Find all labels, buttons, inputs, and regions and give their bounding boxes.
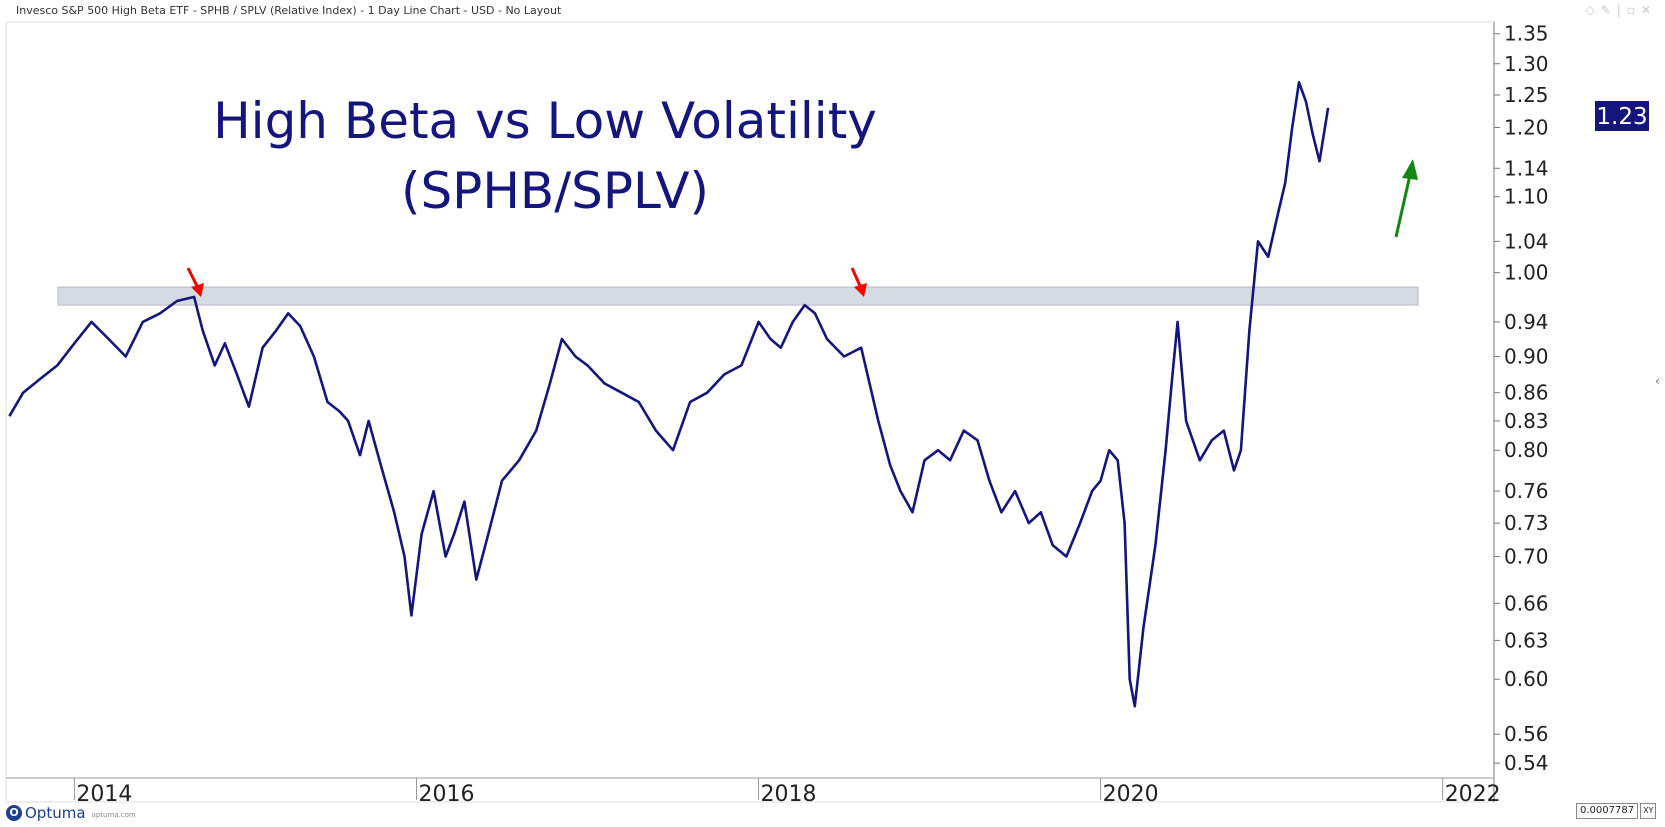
- x-tick-label: 2016: [418, 782, 474, 807]
- y-tick-label: 0.83: [1504, 409, 1549, 433]
- y-tick-label: 1.30: [1504, 52, 1549, 76]
- last-value-label: 1.23: [1596, 104, 1647, 130]
- y-tick-label: 1.35: [1504, 22, 1549, 46]
- y-tick-label: 0.70: [1504, 545, 1549, 569]
- collapse-panel-icon[interactable]: ‹: [1655, 374, 1660, 388]
- y-tick-label: 0.60: [1504, 667, 1549, 691]
- resistance-band: [57, 286, 1419, 306]
- y-tick-label: 1.25: [1504, 83, 1549, 107]
- window-controls: ◇✎|▫✕: [1585, 3, 1657, 17]
- pin-icon[interactable]: ✎: [1600, 3, 1617, 17]
- green-arrow-shaft: [1394, 174, 1412, 238]
- restore-icon[interactable]: ▫: [1626, 3, 1641, 17]
- optuma-logo: O Optuma optuma.com: [6, 803, 136, 823]
- y-tick-label: 0.54: [1504, 751, 1549, 775]
- logo-subtext: optuma.com: [91, 811, 136, 819]
- red-arrow-2018-shaft: [850, 267, 863, 289]
- y-tick-label: 1.04: [1504, 229, 1549, 253]
- y-tick-label: 0.73: [1504, 511, 1549, 535]
- red-arrow-2014-shaft: [186, 267, 200, 289]
- window-title-bar: Invesco S&P 500 High Beta ETF - SPHB / S…: [0, 0, 1665, 22]
- y-tick-label: 0.63: [1504, 628, 1549, 652]
- y-tick-label: 0.86: [1504, 381, 1549, 405]
- x-tick-label: 2022: [1445, 782, 1501, 807]
- red-arrow-2014-head: [191, 283, 204, 297]
- green-arrow-up: [1394, 159, 1418, 238]
- y-tick-label: 0.90: [1504, 344, 1549, 368]
- y-tick-label: 0.66: [1504, 591, 1549, 615]
- optuma-logo-icon: O: [6, 805, 22, 821]
- y-tick-label: 0.94: [1504, 310, 1549, 334]
- y-tick-label: 1.14: [1504, 156, 1549, 180]
- window-title: Invesco S&P 500 High Beta ETF - SPHB / S…: [16, 4, 562, 17]
- y-tick-label: 0.80: [1504, 438, 1549, 462]
- last-value-badge: 1.23: [1595, 101, 1649, 131]
- close-icon[interactable]: ✕: [1640, 3, 1657, 17]
- x-tick-label: 2018: [761, 782, 817, 807]
- green-arrow-head: [1402, 159, 1418, 180]
- scale-readout: 0.0007787 XY: [1576, 803, 1657, 819]
- scale-value[interactable]: 0.0007787: [1576, 803, 1639, 819]
- logo-text: Optuma: [25, 804, 86, 822]
- last-value-box: [1595, 101, 1649, 131]
- x-tick-label: 2014: [76, 782, 132, 807]
- plot-area: [5, 21, 1495, 803]
- diamond-icon[interactable]: ◇: [1585, 3, 1601, 17]
- red-arrow-2018: [850, 267, 867, 297]
- y-tick-label: 1.10: [1504, 185, 1549, 209]
- series-line-sphb-splv: [8, 81, 1330, 708]
- y-tick-label: 1.20: [1504, 115, 1549, 139]
- xy-toggle[interactable]: XY: [1640, 803, 1657, 819]
- y-tick-label: 0.56: [1504, 722, 1549, 746]
- y-tick-label: 0.76: [1504, 479, 1549, 503]
- divider-icon: |: [1616, 3, 1627, 17]
- y-axis-ticks: 1.35 1.30 1.25 1.20 1.14 1.10 1.04 1.00 0.94 0.90…: [1494, 22, 1549, 775]
- chart-title: High Beta vs Low Volatility: [213, 92, 877, 150]
- chart-subtitle: (SPHB/SPLV): [401, 162, 709, 220]
- y-tick-label: 1.00: [1504, 261, 1549, 285]
- x-tick-label: 2020: [1103, 782, 1159, 807]
- red-arrow-2018-head: [854, 283, 867, 297]
- x-axis-ticks: 2014 2016 2018 2020 2022: [73, 778, 1501, 807]
- red-arrow-2014: [186, 267, 204, 297]
